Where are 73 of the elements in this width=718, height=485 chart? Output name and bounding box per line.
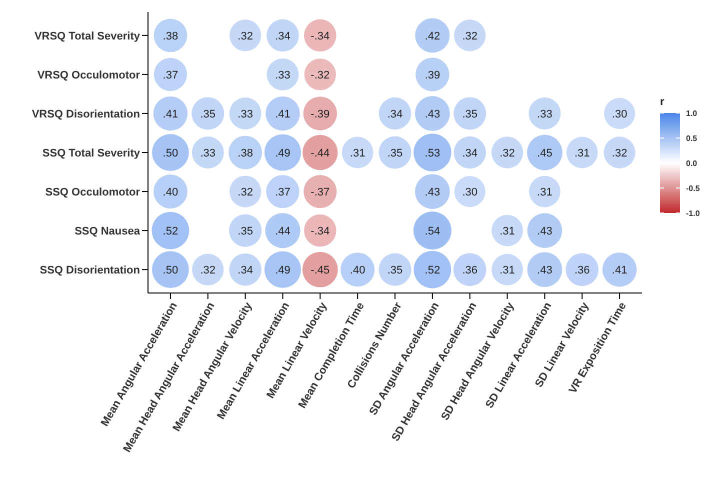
y-tick-label: SSQ Total Severity	[42, 147, 141, 160]
data-label: .32	[462, 30, 478, 42]
data-label: .40	[162, 186, 178, 198]
data-label: .35	[387, 264, 403, 276]
data-label: .49	[275, 147, 290, 160]
data-label: .52	[162, 225, 178, 238]
data-label: -.37	[310, 186, 330, 198]
data-label: .36	[574, 264, 590, 276]
data-label: .36	[462, 264, 478, 276]
color-bar-label: -1.0	[686, 209, 700, 218]
data-label: .38	[162, 30, 178, 42]
data-label: .34	[275, 30, 290, 42]
data-label: .33	[537, 108, 552, 120]
data-label: .31	[537, 186, 552, 198]
data-label: -.32	[310, 69, 330, 82]
data-label: .40	[350, 264, 366, 276]
color-bar-label: 0.5	[686, 134, 698, 143]
data-label: .35	[387, 147, 403, 160]
data-label: .43	[424, 108, 440, 120]
data-label: .50	[162, 147, 178, 160]
data-label: .32	[238, 186, 253, 198]
data-label: .43	[537, 264, 552, 276]
color-bar-label: -0.5	[686, 184, 700, 193]
data-label: .41	[275, 108, 290, 120]
data-label: .31	[350, 147, 366, 160]
data-label: .31	[500, 225, 515, 238]
y-tick-label: SSQ Disorientation	[40, 264, 140, 276]
data-label: .35	[200, 108, 216, 120]
data-label: .45	[537, 147, 552, 160]
data-label: .39	[424, 69, 440, 82]
data-label: .30	[612, 108, 628, 120]
data-label: .34	[238, 264, 253, 276]
data-label: .37	[162, 69, 178, 82]
y-tick-label: VRSQ Total Severity	[34, 30, 141, 42]
data-label: .30	[462, 186, 478, 198]
data-label: .35	[238, 225, 253, 238]
data-label: .35	[462, 108, 478, 120]
data-label: .37	[275, 186, 290, 198]
data-label: .44	[275, 225, 290, 238]
data-label: .53	[424, 147, 440, 160]
data-label: .31	[500, 264, 515, 276]
data-label: .32	[500, 147, 515, 160]
data-label: .43	[537, 225, 552, 238]
data-label: .34	[387, 108, 403, 120]
data-label: .41	[612, 264, 628, 276]
data-label: .32	[200, 264, 216, 276]
color-bar-label: 0.0	[686, 159, 698, 168]
y-tick-label: SSQ Nausea	[74, 225, 141, 238]
data-label: .38	[238, 147, 253, 160]
data-label: .34	[462, 147, 478, 160]
color-bar-label: 1.0	[686, 109, 698, 118]
data-label: .33	[200, 147, 216, 160]
data-label: .41	[162, 108, 178, 120]
data-label: -.44	[310, 147, 330, 160]
data-label: .33	[275, 69, 290, 82]
data-label: .32	[612, 147, 628, 160]
data-label: .32	[238, 30, 253, 42]
data-label: .49	[275, 264, 290, 276]
data-label: -.34	[310, 30, 330, 42]
y-tick-label: SSQ Occulomotor	[45, 186, 141, 198]
data-label: .50	[162, 264, 178, 276]
y-tick-label: VRSQ Occulomotor	[37, 69, 141, 82]
data-label: .42	[424, 30, 440, 42]
y-tick-label: VRSQ Disorientation	[32, 108, 140, 120]
data-label: .33	[238, 108, 253, 120]
data-label: .43	[424, 186, 440, 198]
data-label: .31	[574, 147, 590, 160]
data-label: -.39	[310, 108, 330, 120]
color-bar-title: r	[660, 96, 665, 108]
data-label: -.34	[310, 225, 330, 238]
data-label: .52	[424, 264, 440, 276]
data-label: -.45	[310, 264, 330, 276]
data-label: .54	[424, 225, 440, 238]
